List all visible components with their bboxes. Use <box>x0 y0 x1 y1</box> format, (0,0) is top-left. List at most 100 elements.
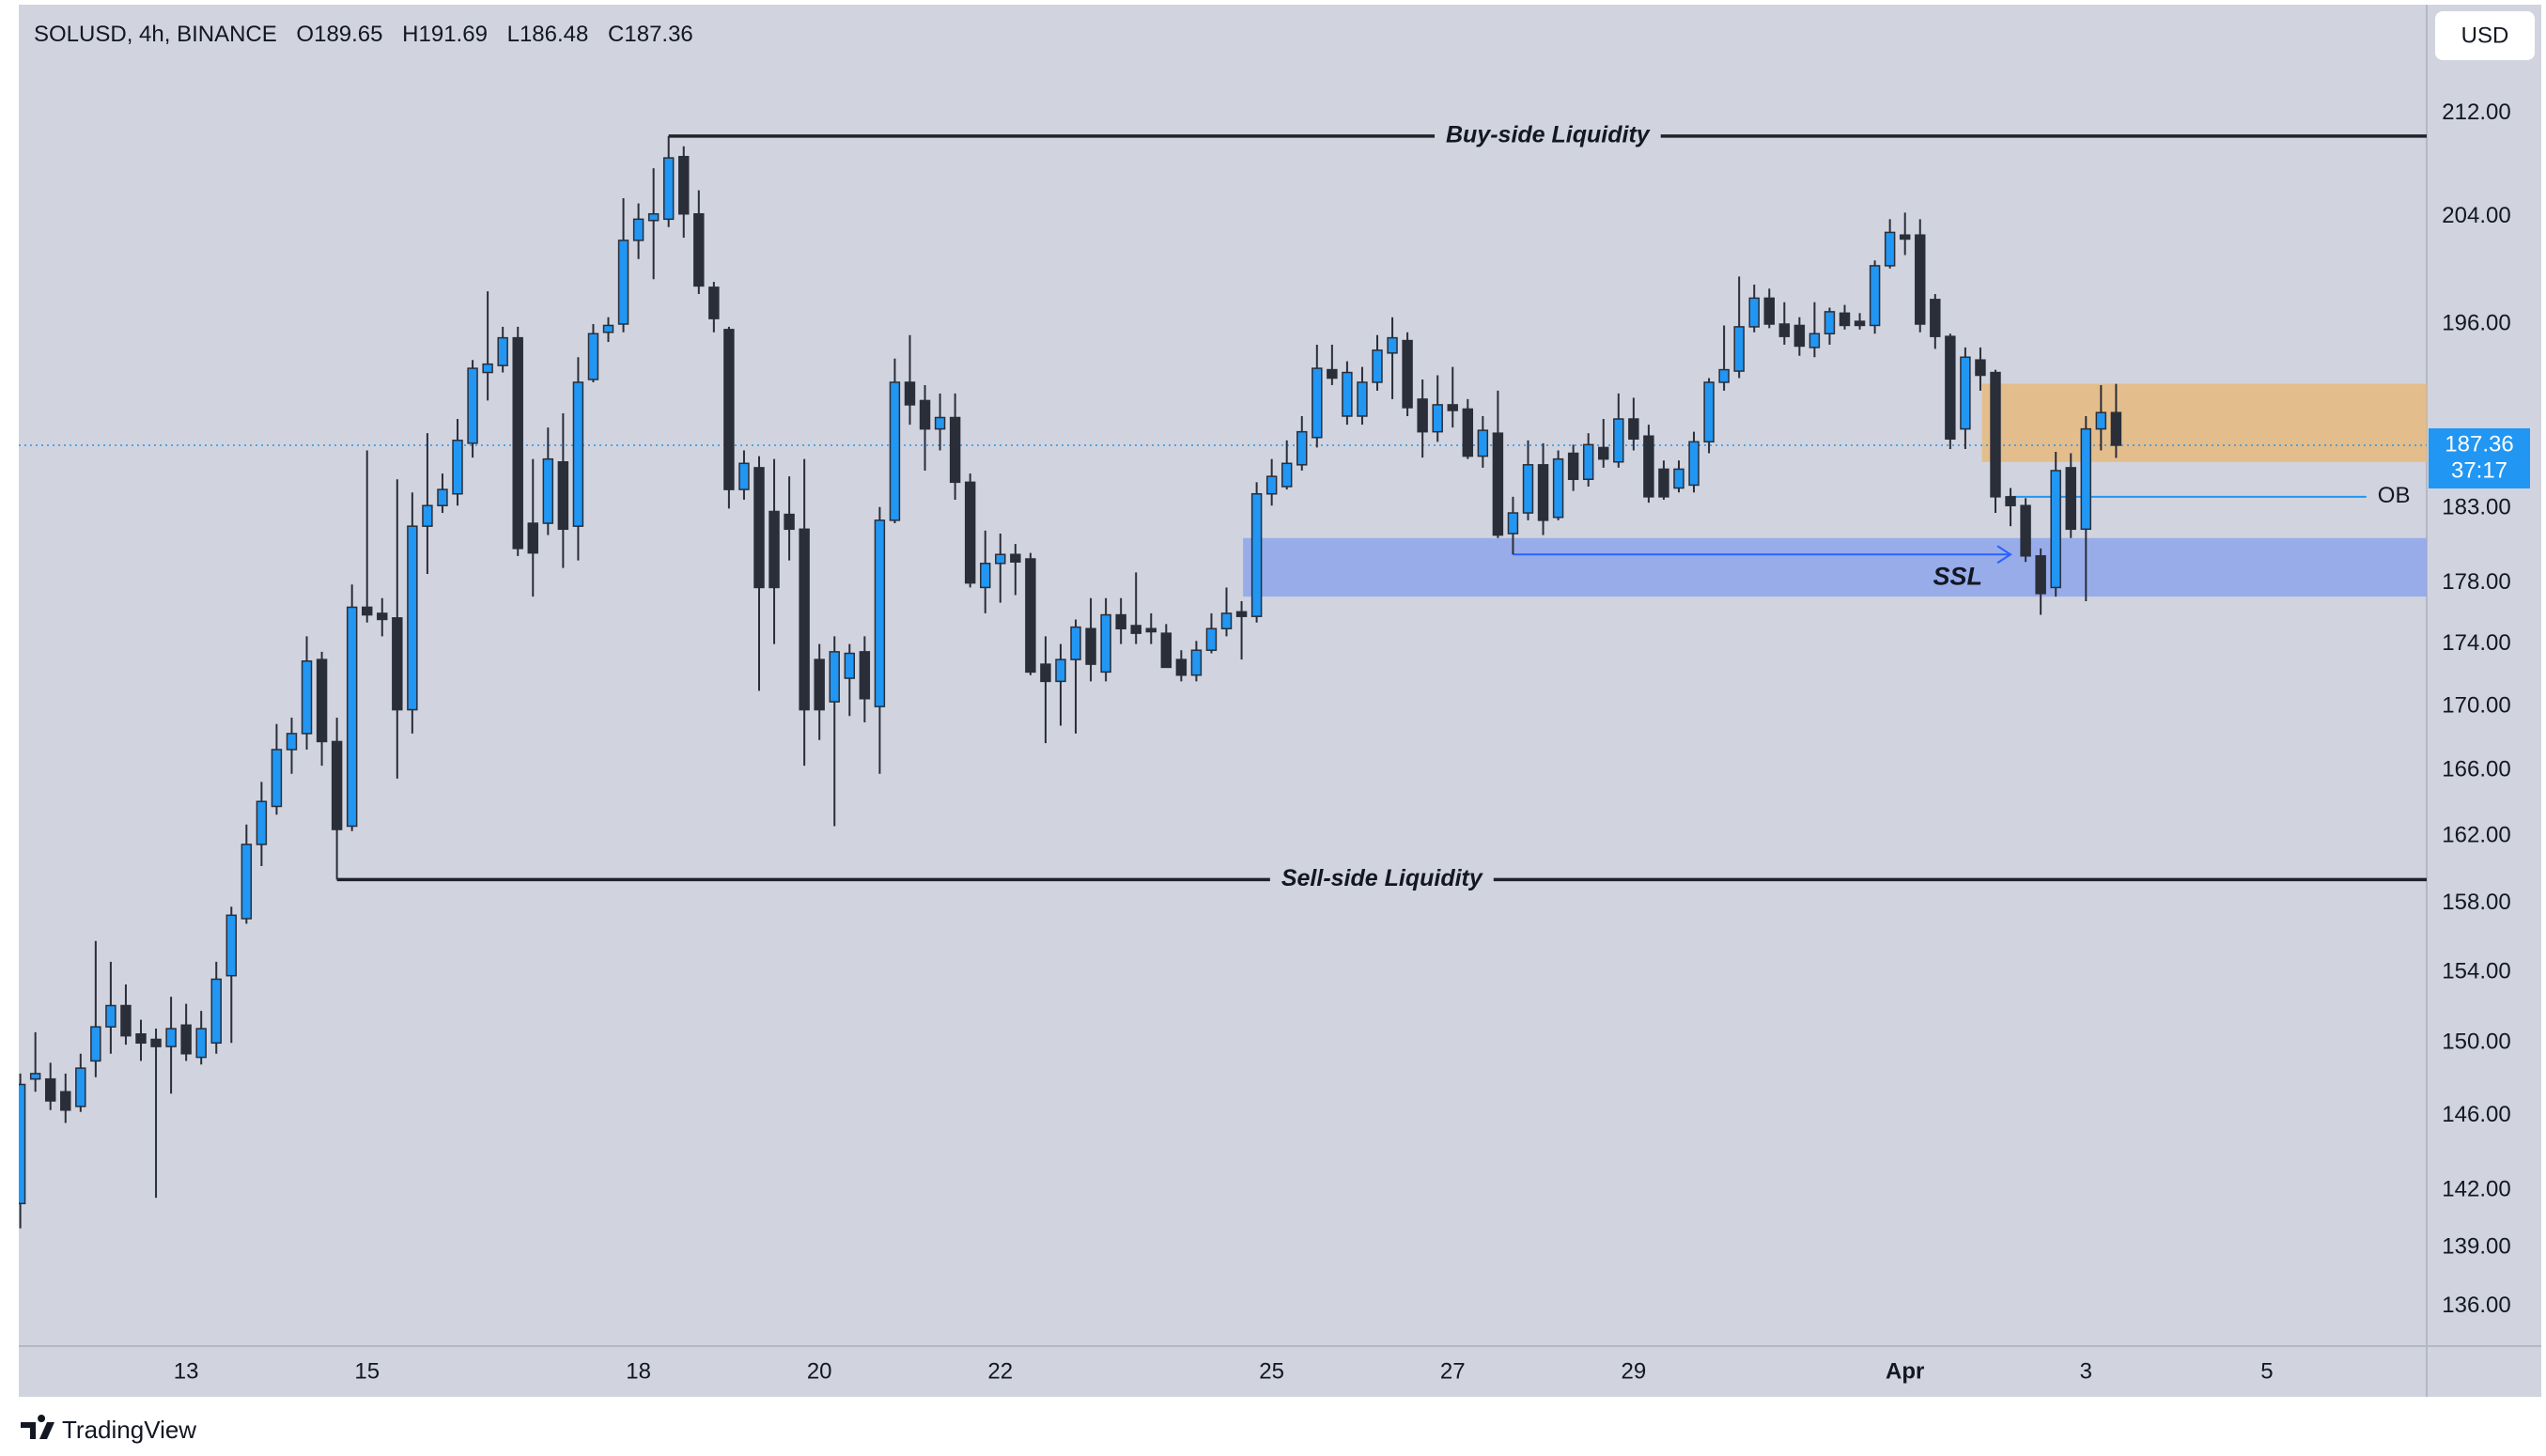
candle-body-down <box>527 522 538 554</box>
candle-body-down <box>362 606 373 616</box>
candle-body-up <box>225 914 238 977</box>
x-tick-label: 3 <box>2080 1358 2092 1384</box>
candle-body-up <box>346 606 358 828</box>
candle-body-up <box>1100 613 1111 674</box>
candle-body-up <box>1733 326 1745 372</box>
candle-body-down <box>1793 324 1806 348</box>
candle-body-down <box>1990 371 2001 498</box>
ohlc-value: 191.69 <box>419 22 488 47</box>
candle-body-down <box>60 1091 71 1111</box>
candle-body-up <box>241 844 253 920</box>
ssl-label: SSL <box>1933 562 1983 590</box>
candle-body-up <box>301 660 313 735</box>
candle-body-up <box>1190 649 1203 676</box>
candle-body-down <box>1930 299 1941 337</box>
y-tick-label: 139.00 <box>2442 1234 2510 1260</box>
x-tick-label: 27 <box>1440 1358 1466 1384</box>
ohlc-value: 186.48 <box>520 22 588 47</box>
candle-body-down <box>44 1077 56 1102</box>
y-tick-label: 178.00 <box>2442 569 2510 595</box>
candle-body-down <box>120 1004 132 1037</box>
x-tick-label: Apr <box>1886 1358 1924 1384</box>
candle-body-up <box>1522 464 1534 514</box>
candle-body-down <box>1598 446 1609 460</box>
candle-body-down <box>708 287 720 319</box>
symbol: SOLUSD, 4h, BINANCE <box>34 22 277 47</box>
y-tick-label: 183.00 <box>2442 495 2510 520</box>
price-tag <box>2429 427 2530 488</box>
candle-body-down <box>2110 411 2122 446</box>
y-tick-label: 154.00 <box>2442 958 2510 984</box>
candle-body-down <box>859 651 871 700</box>
candle-body-up <box>1718 368 1730 383</box>
y-tick-label: 146.00 <box>2442 1102 2510 1127</box>
brand-logo[interactable]: TradingView <box>21 1415 196 1444</box>
zone <box>1243 537 2427 597</box>
candle-body-down <box>1854 320 1866 327</box>
level-label: Buy-side Liquidity <box>1446 121 1651 147</box>
candle-body-up <box>587 333 599 380</box>
candle-body-down <box>316 658 328 743</box>
candle-body-down <box>1160 632 1172 669</box>
candle-body-down <box>1327 368 1338 379</box>
candle-body-down <box>2020 504 2031 557</box>
y-tick-label: 170.00 <box>2442 693 2510 719</box>
candle-body-up <box>1869 265 1881 327</box>
candle-body-up <box>29 1073 41 1080</box>
candle-body-down <box>1025 558 1036 674</box>
candle-body-down <box>1537 464 1549 521</box>
candle-body-up <box>1265 475 1278 495</box>
ssl-arrow-head <box>1996 545 2012 565</box>
candle-body-up <box>1613 418 1624 463</box>
candle-body-up <box>1250 493 1263 617</box>
candle-body-down <box>180 1024 192 1055</box>
y-tick-label: 150.00 <box>2442 1030 2510 1055</box>
ohlc-label: C <box>608 22 624 47</box>
candle-body-up <box>2080 427 2092 531</box>
candle-body-down <box>693 212 705 287</box>
candle-body-up <box>407 525 418 711</box>
candle-body-up <box>1688 441 1700 487</box>
candle-body-up <box>738 462 750 490</box>
candle-body-down <box>377 612 388 621</box>
candle-body-down <box>1899 234 1911 240</box>
candle-body-up <box>19 1083 26 1204</box>
candle-body-up <box>1673 468 1684 489</box>
candle-body-down <box>512 336 523 550</box>
y-tick-label: 142.00 <box>2442 1176 2510 1201</box>
candle-body-down <box>1417 398 1428 433</box>
candle-body-up <box>1703 381 1715 443</box>
candle-body-up <box>1070 626 1081 660</box>
currency-button-bg[interactable] <box>2435 11 2535 60</box>
brand-icon[interactable] <box>21 1415 54 1439</box>
x-tick-label: 29 <box>1621 1358 1646 1384</box>
candle-body-down <box>331 740 343 830</box>
candle-body-up <box>1220 612 1233 629</box>
candle-body-down <box>1010 553 1021 563</box>
candle-body-down <box>1975 359 1986 377</box>
candle-body-down <box>135 1033 147 1045</box>
currency-button[interactable]: USD <box>2435 11 2535 60</box>
candle-body-down <box>768 510 780 589</box>
currency-label[interactable]: USD <box>2461 23 2509 48</box>
candle-body-down <box>1085 627 1096 665</box>
y-tick-label: 204.00 <box>2442 203 2510 228</box>
y-tick-label: 212.00 <box>2442 100 2510 125</box>
candle-body-up <box>934 416 946 430</box>
candle-body-up <box>467 367 478 444</box>
price-tag-value: 187.36 <box>2445 431 2513 457</box>
candle-body-up <box>256 800 268 845</box>
y-tick-label: 174.00 <box>2442 630 2510 656</box>
chart-background <box>19 5 2541 1397</box>
candle-body-up <box>1582 443 1594 480</box>
x-tick-label: 18 <box>626 1358 651 1384</box>
brand-name[interactable]: TradingView <box>62 1416 196 1444</box>
candle-body-down <box>1763 297 1775 325</box>
candle-body-down <box>919 399 931 430</box>
candle-body-down <box>678 155 690 215</box>
y-tick-label: 136.00 <box>2442 1293 2510 1318</box>
candle-body-up <box>829 651 840 703</box>
candle-body-up <box>995 553 1006 565</box>
candle-body-up <box>980 563 991 589</box>
